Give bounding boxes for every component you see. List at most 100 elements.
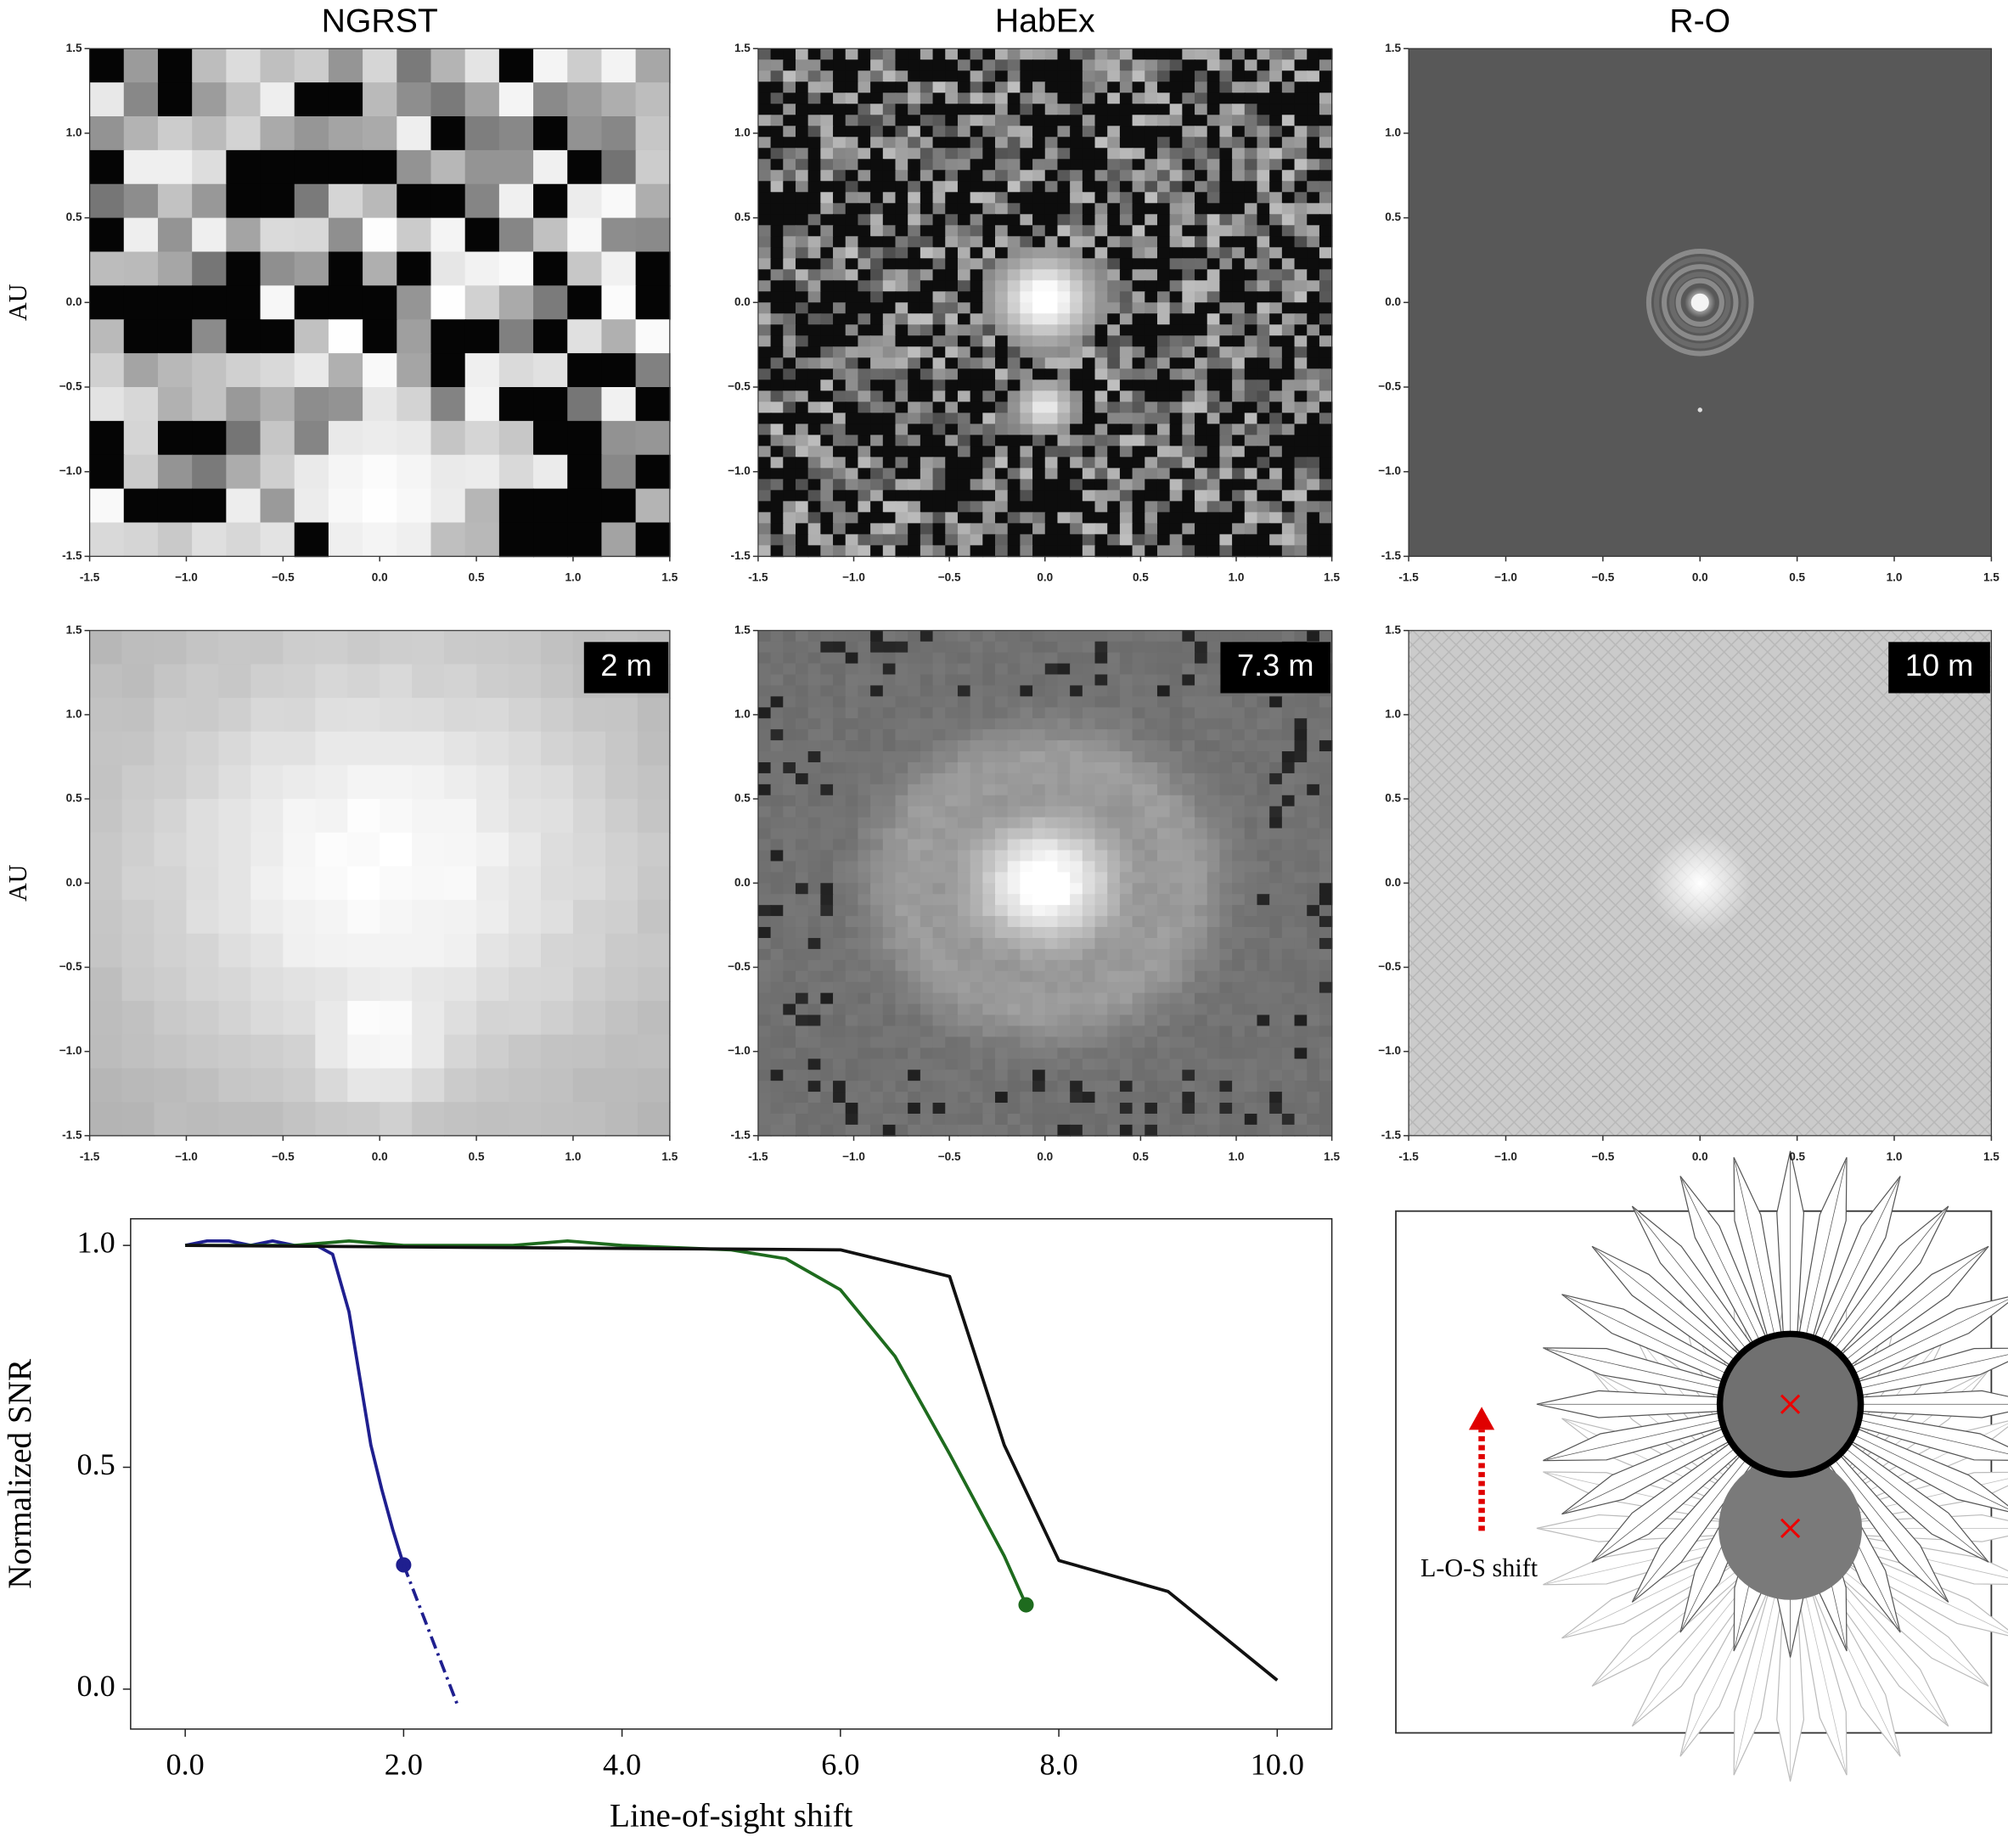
pixel [1045, 313, 1059, 325]
pixel [1195, 806, 1208, 818]
pixel [1207, 1025, 1221, 1037]
pixel [858, 861, 871, 873]
pixel [995, 368, 1009, 380]
pixel [1032, 115, 1046, 126]
pixel [945, 313, 959, 325]
pixel [1095, 424, 1109, 435]
pixel [982, 850, 996, 862]
pixel [1295, 225, 1308, 237]
pixel [1032, 1015, 1046, 1027]
pixel [771, 905, 785, 917]
pixel [758, 740, 772, 752]
pixel [820, 883, 834, 895]
pixel [1282, 48, 1296, 60]
pixel [1195, 971, 1208, 983]
pixel [1020, 872, 1033, 884]
pixel [1295, 762, 1308, 774]
pixel [783, 203, 796, 215]
pixel [1070, 905, 1083, 917]
pixel [1020, 181, 1033, 193]
pixel [122, 1102, 155, 1137]
pixel [995, 413, 1009, 424]
pixel [970, 674, 984, 686]
pixel [870, 840, 884, 851]
pixel [1145, 402, 1158, 413]
pixel [796, 894, 809, 906]
pixel [122, 664, 155, 699]
pixel [920, 159, 934, 171]
pixel [783, 773, 796, 785]
pixel [833, 148, 847, 160]
pixel [758, 949, 772, 961]
pixel [883, 523, 897, 535]
pixel [771, 1015, 785, 1027]
pixel [1107, 642, 1121, 654]
pixel [1207, 413, 1221, 424]
pixel [1133, 93, 1146, 104]
pixel [982, 523, 996, 535]
pixel [1145, 1059, 1158, 1070]
pixel [771, 59, 785, 71]
pixel [908, 424, 921, 435]
pixel [218, 664, 251, 699]
pixel [1057, 960, 1071, 972]
pixel [808, 905, 822, 917]
pixel [1170, 861, 1184, 873]
pixel [995, 773, 1009, 785]
pixel [982, 631, 996, 643]
pixel [933, 1036, 947, 1048]
pixel [1245, 413, 1258, 424]
pixel [1207, 751, 1221, 763]
pixel [1120, 1036, 1133, 1048]
pixel [771, 457, 785, 469]
pixel [329, 421, 363, 456]
pixel [1219, 905, 1233, 917]
pixel [363, 319, 397, 354]
pixel [1157, 534, 1171, 546]
pixel [1195, 335, 1208, 347]
pixel [995, 512, 1009, 524]
pixel [1120, 840, 1133, 851]
pixel [883, 685, 897, 697]
pixel [1282, 993, 1296, 1005]
pixel [1107, 829, 1121, 840]
pixel [1219, 971, 1233, 983]
pixel [982, 1059, 996, 1070]
pixel [261, 489, 295, 524]
pixel [933, 982, 947, 994]
pixel [1195, 707, 1208, 719]
pixel [1145, 137, 1158, 149]
pixel [1282, 949, 1296, 961]
pixel [970, 81, 984, 93]
pixel [808, 993, 822, 1005]
pixel [995, 1103, 1009, 1115]
pixel [1295, 1048, 1308, 1059]
pixel [833, 258, 847, 270]
pixel [1219, 806, 1233, 818]
pixel [808, 368, 822, 380]
pixel [933, 48, 947, 60]
pixel [945, 850, 959, 862]
pixel [970, 435, 984, 447]
pixel [329, 522, 363, 557]
pixel [1120, 280, 1133, 292]
pixel [1170, 214, 1184, 226]
pixel [771, 302, 785, 314]
pixel [920, 773, 934, 785]
pixel [1157, 916, 1171, 928]
pixel [933, 883, 947, 895]
pixel [1083, 545, 1096, 557]
pixel [1245, 435, 1258, 447]
pixel [533, 489, 568, 524]
pixel [883, 48, 897, 60]
pixel [1157, 225, 1171, 237]
pixel [1245, 357, 1258, 369]
pixel [933, 653, 947, 665]
pixel [1269, 402, 1283, 413]
pixel [601, 285, 636, 320]
pixel [283, 1001, 316, 1036]
pixel [883, 390, 897, 402]
pixel [1245, 927, 1258, 939]
pixel [895, 302, 908, 314]
pixel [1257, 457, 1270, 469]
